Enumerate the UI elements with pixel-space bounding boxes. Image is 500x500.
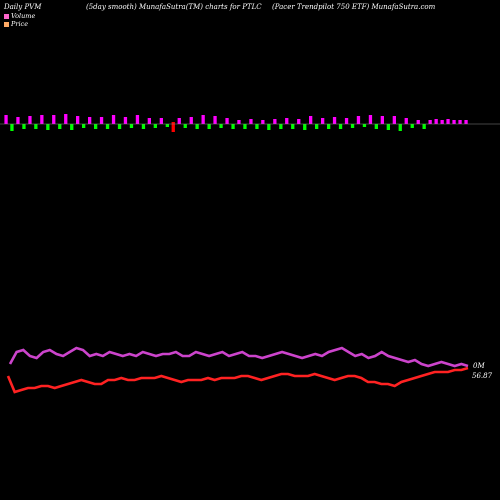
- volume-bar: [398, 124, 402, 131]
- volume-bar: [374, 124, 378, 129]
- price-line: [6, 366, 469, 394]
- volume-bar: [58, 124, 62, 129]
- volume-bar: [70, 124, 74, 130]
- volume-bar: [452, 120, 456, 124]
- volume-bar: [177, 118, 181, 124]
- legend-swatch-price: [4, 21, 9, 27]
- volume-bar: [213, 116, 217, 124]
- volume-bar: [422, 124, 426, 129]
- volume-bar: [344, 118, 349, 124]
- volume-bar: [338, 124, 343, 129]
- volume-bar: [273, 119, 277, 124]
- volume-bar: [362, 124, 367, 127]
- volume-bar: [428, 120, 432, 124]
- volume-bar: [297, 119, 301, 124]
- volume-bar: [380, 116, 384, 124]
- volume-bar: [135, 115, 140, 124]
- volume-bar: [291, 124, 295, 129]
- volume-bar: [28, 116, 32, 124]
- legend-item-volume: Volume: [4, 12, 35, 20]
- volume-bar: [404, 118, 408, 124]
- volume-bar: [279, 124, 283, 129]
- price-end-label: 56.87: [472, 372, 493, 380]
- volume-bar: [309, 116, 313, 124]
- volume-bar: [332, 117, 337, 124]
- volume-bar: [237, 120, 241, 124]
- volume-bar: [261, 120, 265, 124]
- volume-bar: [255, 124, 259, 129]
- chart-header-center: (5day smooth) MunafaSutra(TM) charts for…: [86, 3, 262, 11]
- volume-bar: [99, 117, 104, 124]
- volume-bar: [82, 124, 86, 128]
- volume-bar: [267, 124, 271, 130]
- volume-bars: [4, 114, 468, 132]
- volume-bar: [117, 124, 122, 129]
- volume-bar: [386, 124, 390, 130]
- volume-bar: [34, 124, 38, 129]
- legend-label-price: Price: [11, 20, 29, 28]
- chart-header-left: Daily PVM: [4, 3, 42, 11]
- legend-item-price: Price: [4, 20, 35, 28]
- volume-bar: [458, 120, 462, 124]
- volume-bar: [195, 124, 199, 129]
- volume-bar: [189, 117, 193, 124]
- volume-bar: [159, 118, 163, 124]
- volume-bar: [46, 124, 50, 130]
- volume-bar: [201, 115, 205, 124]
- volume-bar: [88, 117, 92, 124]
- volume-bar: [22, 124, 26, 129]
- pvm-end-label: 0M: [473, 362, 485, 370]
- volume-bar: [368, 115, 373, 124]
- volume-bar: [285, 118, 289, 124]
- pvm-line: [8, 346, 469, 368]
- volume-bar: [225, 118, 229, 124]
- volume-bar: [392, 116, 396, 124]
- volume-bar: [183, 124, 187, 128]
- volume-bar: [207, 124, 211, 129]
- volume-bar: [356, 116, 361, 124]
- volume-bar: [440, 120, 444, 124]
- volume-bar: [249, 119, 253, 124]
- volume-bar: [321, 118, 325, 124]
- volume-bar: [219, 124, 223, 128]
- volume-bar: [464, 120, 468, 124]
- volume-bar: [64, 114, 68, 124]
- volume-bar: [165, 124, 169, 127]
- volume-bar: [111, 115, 116, 124]
- volume-bar: [105, 124, 110, 129]
- volume-bar: [231, 124, 235, 129]
- volume-bar: [434, 119, 438, 124]
- volume-bar: [76, 116, 80, 124]
- volume-bar: [4, 115, 8, 124]
- volume-bar: [123, 117, 128, 124]
- volume-bar: [147, 118, 151, 124]
- volume-bar: [153, 124, 157, 128]
- volume-bar: [94, 124, 98, 129]
- chart-header-right: (Pacer Trendpilot 750 ETF) MunafaSutra.c…: [272, 3, 436, 11]
- volume-bar: [40, 115, 44, 124]
- volume-bar: [350, 124, 355, 128]
- volume-bar: [16, 117, 20, 124]
- volume-bar: [416, 120, 420, 124]
- volume-bar: [243, 124, 247, 129]
- volume-bar: [129, 124, 134, 128]
- legend-label-volume: Volume: [11, 12, 36, 20]
- legend-swatch-volume: [4, 13, 9, 19]
- volume-bar: [446, 119, 450, 124]
- volume-bar: [315, 124, 319, 129]
- volume-bar: [10, 124, 14, 131]
- volume-bar: [171, 122, 175, 132]
- volume-bar: [327, 124, 331, 129]
- volume-bar: [410, 124, 414, 128]
- volume-bar: [303, 124, 307, 130]
- legend: Volume Price: [4, 12, 35, 28]
- volume-bar: [141, 124, 146, 129]
- volume-bar: [52, 115, 56, 124]
